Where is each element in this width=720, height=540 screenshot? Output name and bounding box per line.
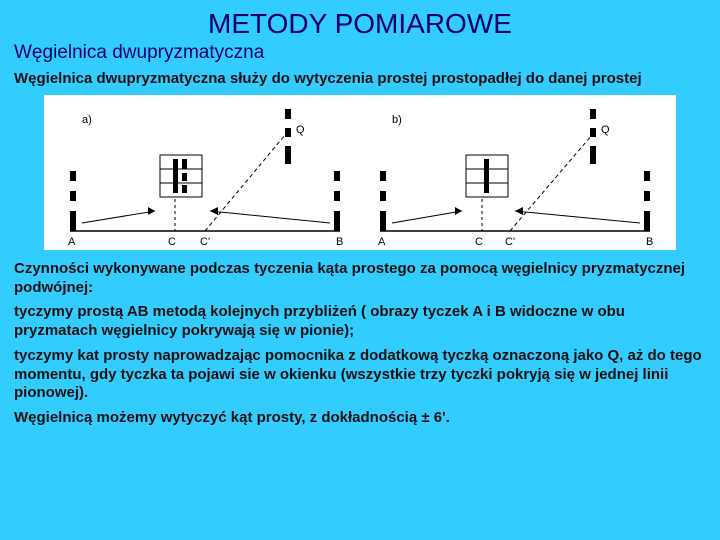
label-A-a: A xyxy=(68,236,76,248)
label-b: b) xyxy=(392,114,402,126)
intro-paragraph: Węgielnica dwupryzmatyczna służy do wyty… xyxy=(14,70,706,89)
diagram-a: a) A B C C' Q xyxy=(60,103,350,248)
paragraph-3: tyczymy prostą AB metodą kolejnych przyb… xyxy=(14,303,706,341)
subtitle: Węgielnica dwupryzmatyczna xyxy=(14,42,706,64)
paragraph-2: Czynności wykonywane podczas tyczenia ką… xyxy=(14,260,706,298)
diagram-container: a) A B C C' Q xyxy=(44,95,676,250)
label-B-b: B xyxy=(646,236,653,248)
label-A-b: A xyxy=(378,236,386,248)
page-title: METODY POMIAROWE xyxy=(14,8,706,40)
label-C-a: C xyxy=(168,236,176,248)
label-Cp-b: C' xyxy=(505,236,515,248)
label-Q-b: Q xyxy=(601,124,610,136)
label-Cp-a: C' xyxy=(200,236,210,248)
label-Q-a: Q xyxy=(296,124,305,136)
paragraph-4: tyczymy kat prosty naprowadzając pomocni… xyxy=(14,347,706,403)
label-a: a) xyxy=(82,114,92,126)
diagram-b: b) A B C C' Q xyxy=(370,103,660,248)
label-B-a: B xyxy=(336,236,343,248)
paragraph-5: Węgielnicą możemy wytyczyć kąt prosty, z… xyxy=(14,409,706,428)
label-C-b: C xyxy=(475,236,483,248)
